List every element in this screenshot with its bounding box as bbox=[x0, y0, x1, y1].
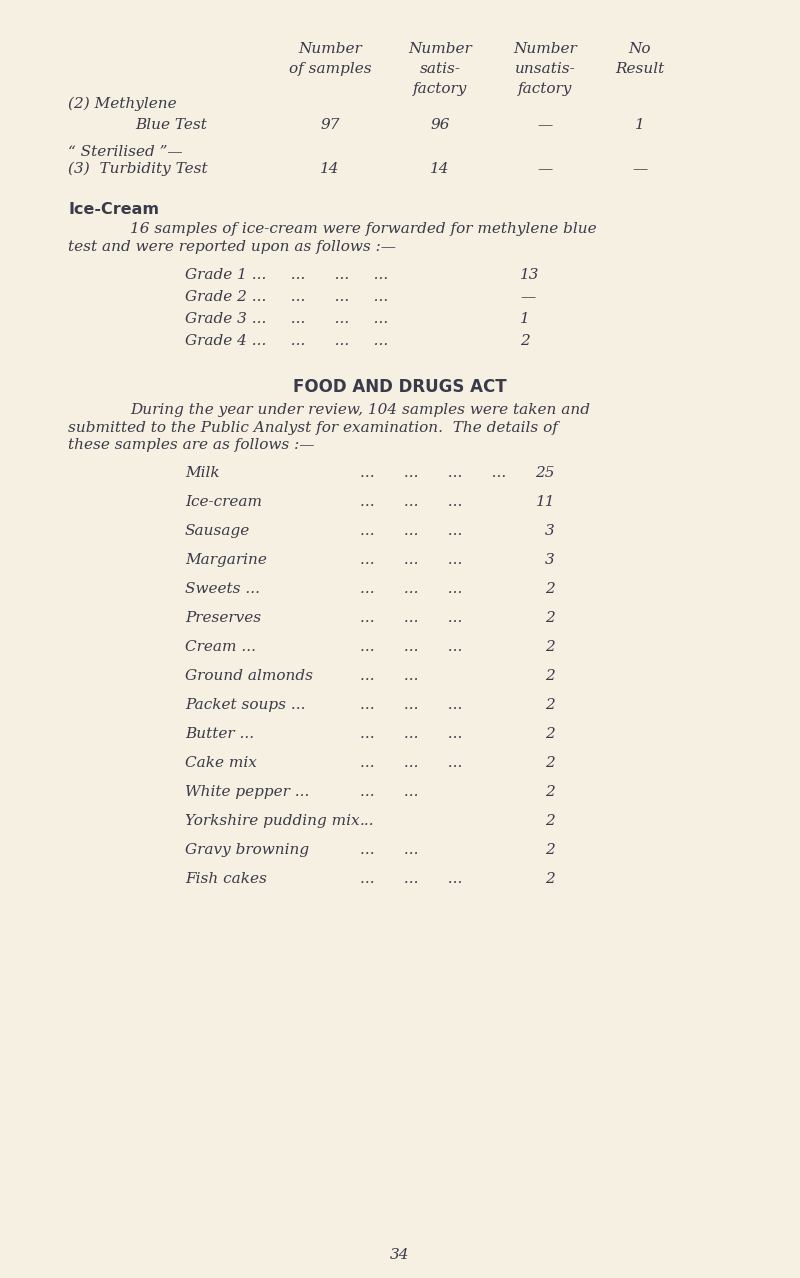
Text: —: — bbox=[632, 162, 648, 176]
Text: ...      ...      ...: ... ... ... bbox=[360, 524, 462, 538]
Text: Margarine: Margarine bbox=[185, 553, 267, 567]
Text: 2: 2 bbox=[546, 581, 555, 596]
Text: 14: 14 bbox=[430, 162, 450, 176]
Text: Grade 1 ...     ...      ...     ...: Grade 1 ... ... ... ... bbox=[185, 268, 388, 282]
Text: 11: 11 bbox=[535, 495, 555, 509]
Text: unsatis-: unsatis- bbox=[514, 63, 575, 75]
Text: factory: factory bbox=[413, 82, 467, 96]
Text: FOOD AND DRUGS ACT: FOOD AND DRUGS ACT bbox=[293, 378, 507, 396]
Text: Number: Number bbox=[298, 42, 362, 56]
Text: 2: 2 bbox=[546, 698, 555, 712]
Text: Cake mix: Cake mix bbox=[185, 757, 257, 771]
Text: ...      ...: ... ... bbox=[360, 785, 418, 799]
Text: No: No bbox=[629, 42, 651, 56]
Text: ...      ...      ...: ... ... ... bbox=[360, 757, 462, 771]
Text: 2: 2 bbox=[546, 640, 555, 654]
Text: Milk: Milk bbox=[185, 466, 220, 481]
Text: factory: factory bbox=[518, 82, 572, 96]
Text: Number: Number bbox=[408, 42, 472, 56]
Text: Gravy browning: Gravy browning bbox=[185, 843, 309, 858]
Text: submitted to the Public Analyst for examination.  The details of: submitted to the Public Analyst for exam… bbox=[68, 420, 558, 435]
Text: 2: 2 bbox=[546, 814, 555, 828]
Text: these samples are as follows :—: these samples are as follows :— bbox=[68, 438, 314, 452]
Text: test and were reported upon as follows :—: test and were reported upon as follows :… bbox=[68, 240, 396, 254]
Text: Fish cakes: Fish cakes bbox=[185, 872, 267, 886]
Text: ...      ...: ... ... bbox=[360, 843, 418, 858]
Text: Yorkshire pudding mix: Yorkshire pudding mix bbox=[185, 814, 360, 828]
Text: ...      ...      ...: ... ... ... bbox=[360, 640, 462, 654]
Text: 2: 2 bbox=[546, 668, 555, 682]
Text: Ice-Cream: Ice-Cream bbox=[68, 202, 159, 217]
Text: ...      ...      ...: ... ... ... bbox=[360, 495, 462, 509]
Text: 97: 97 bbox=[320, 118, 340, 132]
Text: Number: Number bbox=[513, 42, 577, 56]
Text: 96: 96 bbox=[430, 118, 450, 132]
Text: ...      ...      ...      ...: ... ... ... ... bbox=[360, 466, 506, 481]
Text: Butter ...: Butter ... bbox=[185, 727, 254, 741]
Text: 2: 2 bbox=[546, 757, 555, 771]
Text: Result: Result bbox=[615, 63, 665, 75]
Text: 3: 3 bbox=[546, 524, 555, 538]
Text: 1: 1 bbox=[520, 312, 530, 326]
Text: —: — bbox=[538, 162, 553, 176]
Text: Sweets ...: Sweets ... bbox=[185, 581, 260, 596]
Text: 3: 3 bbox=[546, 553, 555, 567]
Text: 2: 2 bbox=[546, 785, 555, 799]
Text: 2: 2 bbox=[546, 843, 555, 858]
Text: ...      ...      ...: ... ... ... bbox=[360, 611, 462, 625]
Text: ...      ...: ... ... bbox=[360, 668, 418, 682]
Text: 25: 25 bbox=[535, 466, 555, 481]
Text: 2: 2 bbox=[546, 872, 555, 886]
Text: —: — bbox=[520, 290, 535, 304]
Text: ...: ... bbox=[360, 814, 374, 828]
Text: Blue Test: Blue Test bbox=[135, 118, 207, 132]
Text: ...      ...      ...: ... ... ... bbox=[360, 727, 462, 741]
Text: 2: 2 bbox=[546, 727, 555, 741]
Text: 34: 34 bbox=[390, 1249, 410, 1261]
Text: 13: 13 bbox=[520, 268, 539, 282]
Text: Sausage: Sausage bbox=[185, 524, 250, 538]
Text: Preserves: Preserves bbox=[185, 611, 261, 625]
Text: Packet soups ...: Packet soups ... bbox=[185, 698, 306, 712]
Text: Ice-cream: Ice-cream bbox=[185, 495, 262, 509]
Text: 16 samples of ice-cream were forwarded for methylene blue: 16 samples of ice-cream were forwarded f… bbox=[130, 222, 597, 236]
Text: (2) Methylene: (2) Methylene bbox=[68, 97, 177, 111]
Text: 14: 14 bbox=[320, 162, 340, 176]
Text: ...      ...      ...: ... ... ... bbox=[360, 553, 462, 567]
Text: 1: 1 bbox=[635, 118, 645, 132]
Text: satis-: satis- bbox=[419, 63, 461, 75]
Text: Grade 4 ...     ...      ...     ...: Grade 4 ... ... ... ... bbox=[185, 334, 388, 348]
Text: Grade 3 ...     ...      ...     ...: Grade 3 ... ... ... ... bbox=[185, 312, 388, 326]
Text: —: — bbox=[538, 118, 553, 132]
Text: of samples: of samples bbox=[289, 63, 371, 75]
Text: ...      ...      ...: ... ... ... bbox=[360, 698, 462, 712]
Text: 2: 2 bbox=[520, 334, 530, 348]
Text: Ground almonds: Ground almonds bbox=[185, 668, 313, 682]
Text: “ Sterilised ”—: “ Sterilised ”— bbox=[68, 144, 182, 158]
Text: During the year under review, 104 samples were taken and: During the year under review, 104 sample… bbox=[130, 403, 590, 417]
Text: (3)  Turbidity Test: (3) Turbidity Test bbox=[68, 162, 208, 176]
Text: Grade 2 ...     ...      ...     ...: Grade 2 ... ... ... ... bbox=[185, 290, 388, 304]
Text: ...      ...      ...: ... ... ... bbox=[360, 581, 462, 596]
Text: Cream ...: Cream ... bbox=[185, 640, 256, 654]
Text: ...      ...      ...: ... ... ... bbox=[360, 872, 462, 886]
Text: 2: 2 bbox=[546, 611, 555, 625]
Text: White pepper ...: White pepper ... bbox=[185, 785, 310, 799]
